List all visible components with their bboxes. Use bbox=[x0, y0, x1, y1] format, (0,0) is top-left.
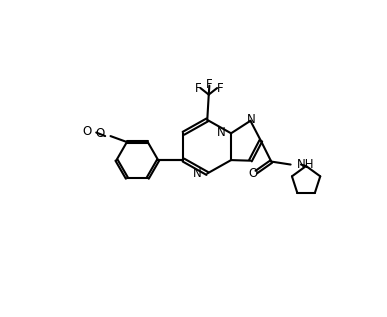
Text: N: N bbox=[193, 167, 202, 180]
Text: O: O bbox=[248, 167, 257, 180]
Text: F: F bbox=[195, 81, 202, 94]
Text: O: O bbox=[96, 127, 105, 140]
Text: N: N bbox=[247, 113, 255, 126]
Text: NH: NH bbox=[297, 158, 315, 171]
Text: O: O bbox=[82, 125, 92, 138]
Text: F: F bbox=[217, 81, 224, 94]
Text: F: F bbox=[206, 78, 213, 91]
Text: N: N bbox=[217, 126, 226, 139]
